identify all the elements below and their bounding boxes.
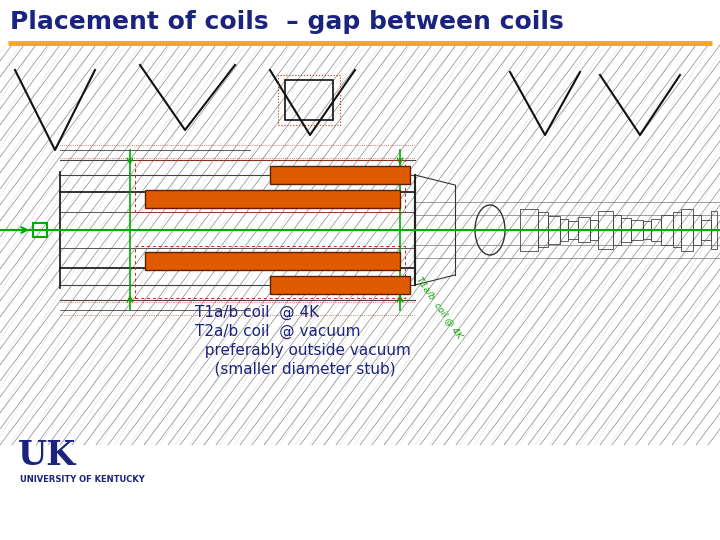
Bar bbox=[560, 219, 568, 241]
Text: T1a/b coil  @ 4K: T1a/b coil @ 4K bbox=[195, 305, 319, 320]
Text: (smaller diameter stub): (smaller diameter stub) bbox=[195, 362, 395, 377]
Bar bbox=[285, 80, 333, 120]
Bar bbox=[538, 212, 548, 247]
Bar bbox=[598, 211, 613, 249]
Bar bbox=[673, 212, 681, 247]
Bar bbox=[578, 217, 590, 242]
Bar bbox=[621, 218, 631, 242]
Bar bbox=[590, 220, 598, 240]
Bar bbox=[145, 190, 400, 208]
Text: Placement of coils  – gap between coils: Placement of coils – gap between coils bbox=[10, 10, 564, 34]
Text: T2a/b coil  @ vacuum: T2a/b coil @ vacuum bbox=[195, 324, 361, 339]
Bar bbox=[681, 209, 693, 251]
Bar bbox=[568, 221, 578, 239]
Bar bbox=[693, 215, 701, 245]
Bar bbox=[520, 209, 538, 251]
Bar bbox=[651, 219, 661, 241]
Bar bbox=[643, 221, 651, 239]
Bar bbox=[270, 166, 410, 184]
Text: UK: UK bbox=[18, 439, 76, 472]
Bar bbox=[270, 276, 410, 294]
Text: preferably outside vacuum: preferably outside vacuum bbox=[195, 343, 411, 358]
Bar bbox=[135, 160, 405, 212]
Bar bbox=[0, 50, 720, 445]
Bar bbox=[613, 215, 621, 245]
Bar bbox=[661, 215, 673, 245]
Text: T1a/b  coil @ 4K: T1a/b coil @ 4K bbox=[415, 275, 464, 340]
Bar bbox=[135, 246, 405, 298]
Text: UNIVERSITY OF KENTUCKY: UNIVERSITY OF KENTUCKY bbox=[20, 475, 145, 484]
Bar bbox=[701, 220, 711, 240]
Bar bbox=[548, 216, 560, 244]
Bar bbox=[33, 223, 47, 237]
Bar bbox=[631, 220, 643, 240]
Bar bbox=[145, 252, 400, 270]
Bar bbox=[278, 75, 340, 125]
Bar bbox=[711, 211, 717, 249]
